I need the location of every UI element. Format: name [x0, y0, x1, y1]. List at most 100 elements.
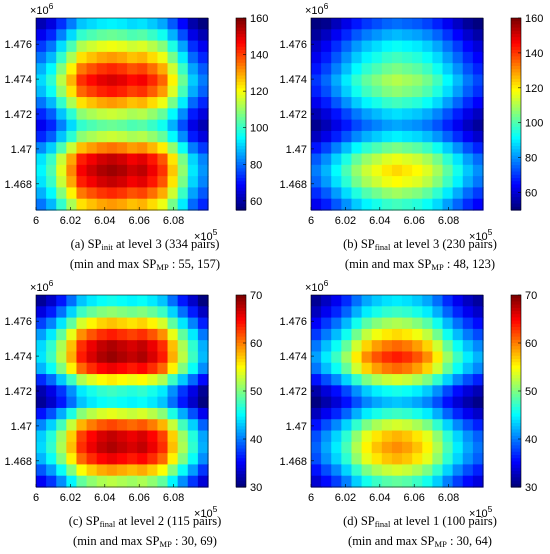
- heatmap-cell: [412, 51, 423, 64]
- heatmap-cell: [371, 63, 383, 76]
- heatmap-cell: [147, 130, 159, 143]
- heatmap-cell: [46, 317, 57, 330]
- heatmap-cell: [147, 40, 159, 53]
- heatmap-cell: [147, 198, 159, 211]
- heatmap-cell: [422, 419, 434, 432]
- heatmap-cell: [391, 198, 403, 211]
- heatmap-cell: [116, 85, 128, 98]
- heatmap-cell: [412, 306, 423, 319]
- heatmap-cell: [46, 374, 57, 386]
- heatmap-cell: [86, 18, 98, 30]
- heatmap-cell: [371, 374, 383, 386]
- heatmap-cells: [311, 18, 484, 211]
- x-tick-label: 6.06: [128, 215, 149, 227]
- heatmap-cell: [46, 419, 57, 432]
- heatmap-cell: [462, 351, 474, 364]
- heatmap-cell: [147, 108, 159, 121]
- heatmap-cell: [116, 187, 128, 200]
- heatmap-cell: [472, 142, 484, 155]
- heatmap-cell: [76, 198, 88, 211]
- heatmap-cell: [106, 63, 118, 76]
- heatmap-cell: [86, 430, 98, 443]
- heatmap-cell: [371, 317, 383, 330]
- heatmap-cell: [56, 351, 67, 364]
- heatmap-cell: [177, 328, 189, 341]
- heatmap-cell: [422, 119, 434, 132]
- heatmap-cell: [197, 164, 209, 177]
- heatmap-cell: [96, 164, 108, 177]
- colorbar-segment: [511, 391, 521, 395]
- heatmap-cell: [187, 51, 199, 64]
- heatmap-cell: [106, 374, 118, 386]
- heatmap-cell: [412, 396, 423, 409]
- heatmap-cell: [157, 198, 169, 211]
- heatmap-cell: [381, 153, 393, 166]
- heatmap-cell: [167, 385, 179, 398]
- colorbar-segment: [511, 126, 521, 131]
- colorbar-segment: [511, 467, 521, 472]
- colorbar-segment: [511, 483, 521, 488]
- heatmap-cell: [197, 153, 209, 166]
- heatmap-cell: [127, 453, 138, 466]
- heatmap-cell: [371, 419, 383, 432]
- heatmap-cell: [422, 328, 434, 341]
- colorbar-segment: [511, 455, 521, 459]
- colorbar-segment: [236, 461, 246, 466]
- heatmap-cell: [341, 362, 353, 375]
- heatmap-cell: [442, 475, 454, 488]
- heatmap-cell: [167, 198, 179, 211]
- heatmap-cell: [96, 130, 108, 143]
- heatmap-cell: [116, 153, 128, 166]
- heatmap-cell: [76, 85, 88, 98]
- heatmap-cell: [86, 51, 98, 64]
- heatmap-cell: [157, 119, 169, 132]
- heatmap-cell: [432, 374, 444, 386]
- heatmap-cell: [197, 97, 209, 109]
- colorbar-segment: [511, 323, 521, 328]
- heatmap-cell: [137, 63, 148, 76]
- heatmap-cell: [472, 351, 484, 364]
- heatmap-cell: [116, 108, 128, 121]
- colorbar-segment: [236, 387, 246, 392]
- heatmap-cell: [462, 63, 474, 76]
- heatmap-cell: [452, 464, 464, 477]
- heatmap-cell: [36, 198, 47, 211]
- heatmap-cell: [341, 119, 353, 132]
- heatmap-cell: [462, 164, 474, 177]
- heatmap-cell: [442, 464, 454, 477]
- heatmap-cell: [86, 374, 98, 386]
- heatmap-cell: [106, 351, 118, 364]
- heatmap-cell: [402, 74, 413, 87]
- heatmap-cell: [311, 430, 322, 443]
- heatmap-cell: [462, 441, 474, 454]
- heatmap-cell: [127, 396, 138, 409]
- heatmap-cell: [381, 385, 393, 398]
- heatmap-cell: [472, 317, 484, 330]
- heatmap-cell: [56, 328, 67, 341]
- heatmap-cell: [422, 340, 434, 353]
- heatmap-cell: [351, 130, 363, 143]
- heatmap-cell: [56, 385, 67, 398]
- heatmap-cell: [472, 453, 484, 466]
- colorbar-segment: [236, 162, 246, 166]
- heatmap-cell: [36, 130, 47, 143]
- heatmap-cell: [56, 419, 67, 432]
- heatmap-cell: [127, 153, 138, 166]
- colorbar-segment: [236, 429, 246, 434]
- heatmap-cell: [381, 187, 393, 200]
- colorbar-segment: [511, 314, 521, 318]
- heatmap-cell: [177, 430, 189, 443]
- heatmap-cell: [116, 97, 128, 109]
- heatmap-cell: [46, 164, 57, 177]
- heatmap-cell: [361, 306, 373, 319]
- heatmap-cell: [391, 328, 403, 341]
- x-exponent-label: ×105: [194, 227, 218, 243]
- heatmap-cell: [402, 63, 413, 76]
- heatmap-cell: [46, 97, 57, 109]
- heatmap-cell: [331, 97, 342, 109]
- caption-b: (b) SPfinal at level 3 (230 pairs) (min …: [295, 236, 545, 276]
- heatmap-cell: [371, 130, 383, 143]
- heatmap-cell: [46, 475, 57, 488]
- heatmap-cell: [177, 130, 189, 143]
- heatmap-cell: [66, 317, 78, 330]
